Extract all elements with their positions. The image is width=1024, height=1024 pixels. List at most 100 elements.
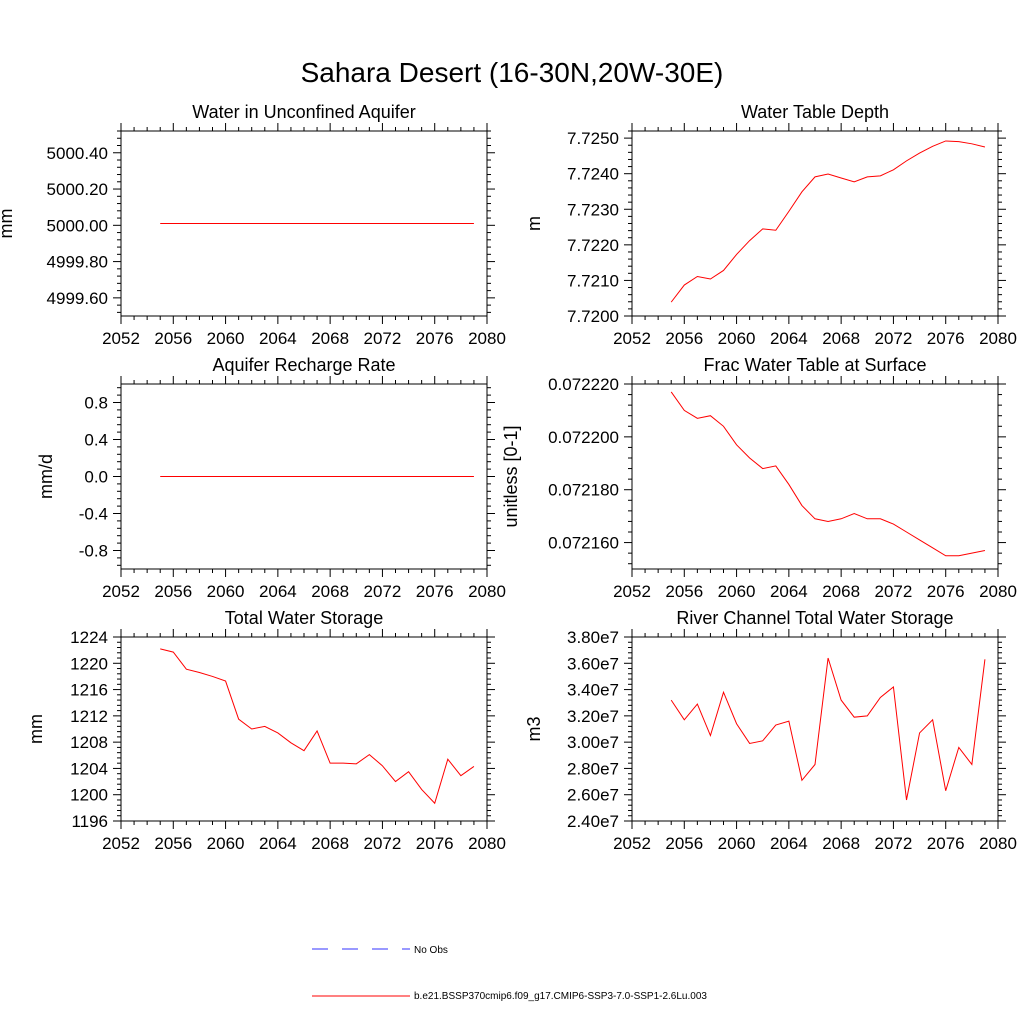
- x-tick-label: 2072: [364, 582, 402, 601]
- x-tick-label: 2060: [207, 582, 245, 601]
- x-tick-label: 2052: [102, 582, 140, 601]
- y-tick-label: 5000.20: [47, 180, 108, 199]
- x-tick-label: 2072: [875, 834, 913, 853]
- y-tick-label: 5000.40: [47, 144, 108, 163]
- y-tick-label: 0.072220: [548, 375, 619, 394]
- x-tick-label: 2052: [102, 329, 140, 348]
- x-tick-label: 2080: [979, 582, 1017, 601]
- x-tick-label: 2064: [770, 582, 808, 601]
- x-tick-label: 2056: [665, 834, 703, 853]
- y-tick-label: 1204: [70, 759, 108, 778]
- legend-label-no-obs: No Obs: [414, 945, 448, 956]
- x-tick-label: 2080: [468, 582, 506, 601]
- y-axis-label: m3: [524, 716, 544, 741]
- y-tick-label: 1196: [71, 812, 108, 831]
- x-tick-label: 2052: [102, 834, 140, 853]
- x-tick-label: 2064: [259, 834, 297, 853]
- x-tick-label: 2076: [416, 582, 454, 601]
- x-tick-label: 2052: [613, 582, 651, 601]
- y-tick-label: 7.7240: [567, 165, 619, 184]
- panels: Water in Unconfined Aquifer mm 2052 2056 206…: [0, 102, 1017, 853]
- x-tick-label: 2052: [613, 834, 651, 853]
- y-tick-label: 1212: [70, 707, 108, 726]
- y-axis-label: mm/d: [36, 454, 56, 499]
- x-tick-label: 2076: [927, 329, 965, 348]
- y-tick-label: 0.072200: [548, 428, 619, 447]
- panel-total-water-storage: Total Water Storage mm 2052 2056 2060 2064 206…: [26, 608, 506, 853]
- x-tick-label: 2056: [665, 582, 703, 601]
- y-tick-label: 0.4: [84, 431, 108, 450]
- panel-water-in-unconfined-aquifer: Water in Unconfined Aquifer mm 2052 2056 206…: [0, 102, 506, 348]
- y-tick-label: 7.7200: [567, 307, 619, 326]
- y-tick-label: 3.20e7: [567, 707, 619, 726]
- y-tick-label: 0.072160: [548, 534, 619, 553]
- x-tick-label: 2068: [311, 582, 349, 601]
- x-tick-label: 2068: [311, 834, 349, 853]
- y-axis-label: mm: [26, 714, 46, 744]
- y-tick-label: 3.80e7: [567, 628, 619, 647]
- x-tick-label: 2068: [822, 329, 860, 348]
- x-tick-label: 2064: [770, 834, 808, 853]
- series-line: [670, 657, 986, 801]
- x-tick-label: 2060: [207, 329, 245, 348]
- plot-frame: [120, 636, 488, 822]
- y-tick-label: 7.7210: [567, 271, 619, 290]
- x-tick-label: 2076: [416, 329, 454, 348]
- x-tick-label: 2060: [718, 329, 756, 348]
- panel-title: Aquifer Recharge Rate: [212, 355, 395, 375]
- y-tick-label: 1200: [70, 786, 108, 805]
- x-tick-label: 2080: [468, 834, 506, 853]
- y-tick-label: 5000.00: [47, 216, 108, 235]
- y-tick-label: 2.40e7: [567, 812, 619, 831]
- x-tick-label: 2080: [979, 834, 1017, 853]
- y-tick-label: 7.7220: [567, 236, 619, 255]
- y-tick-label: -0.8: [79, 542, 108, 561]
- y-tick-label: 4999.80: [47, 253, 108, 272]
- y-tick-label: 1220: [70, 654, 108, 673]
- y-tick-label: 7.7230: [567, 200, 619, 219]
- panel-title: Water in Unconfined Aquifer: [192, 102, 415, 122]
- panel-frac-water-table-at-surface: Frac Water Table at Surface unitless [0-1…: [501, 355, 1017, 601]
- y-tick-label: 3.40e7: [567, 681, 619, 700]
- x-tick-label: 2068: [822, 582, 860, 601]
- x-tick-label: 2060: [718, 582, 756, 601]
- x-tick-label: 2076: [927, 582, 965, 601]
- panel-title: Total Water Storage: [225, 608, 383, 628]
- plot-frame: [631, 130, 999, 317]
- x-tick-label: 2072: [875, 582, 913, 601]
- x-tick-label: 2068: [822, 834, 860, 853]
- y-tick-label: 7.7250: [567, 129, 619, 148]
- panel-title: Water Table Depth: [741, 102, 889, 122]
- series-line: [670, 140, 986, 303]
- series-line: [160, 648, 475, 805]
- x-tick-label: 2064: [259, 582, 297, 601]
- y-axis-label: mm: [0, 209, 16, 239]
- y-tick-label: 0.072180: [548, 481, 619, 500]
- x-tick-label: 2072: [875, 329, 913, 348]
- panel-water-table-depth: Water Table Depth m 2052 2056 2060 2064 2068 20…: [524, 102, 1017, 348]
- panel-river-channel-total-water-storage: River Channel Total Water Storage m3 2052 2…: [524, 608, 1017, 853]
- panel-title: River Channel Total Water Storage: [676, 608, 953, 628]
- x-tick-label: 2072: [364, 834, 402, 853]
- y-tick-label: 1224: [70, 628, 108, 647]
- x-tick-label: 2064: [259, 329, 297, 348]
- y-tick-label: -0.4: [79, 505, 108, 524]
- y-tick-label: 4999.60: [47, 289, 108, 308]
- y-tick-label: 0.8: [84, 394, 108, 413]
- x-tick-label: 2080: [979, 329, 1017, 348]
- panel-title: Frac Water Table at Surface: [703, 355, 926, 375]
- legend-label-model: b.e21.BSSP370cmip6.f09_g17.CMIP6-SSP3-7.…: [414, 991, 707, 1002]
- x-tick-label: 2056: [154, 329, 192, 348]
- y-axis-label: unitless [0-1]: [501, 425, 521, 527]
- y-tick-label: 1208: [70, 733, 108, 752]
- x-tick-label: 2060: [718, 834, 756, 853]
- panel-aquifer-recharge-rate: Aquifer Recharge Rate mm/d 2052 2056 2060 206…: [36, 355, 506, 601]
- y-tick-label: 2.60e7: [567, 786, 619, 805]
- x-tick-label: 2080: [468, 329, 506, 348]
- y-tick-label: 1216: [70, 681, 108, 700]
- series-line: [670, 391, 986, 557]
- y-axis-label: m: [524, 216, 544, 231]
- x-tick-label: 2064: [770, 329, 808, 348]
- plot-frame: [631, 636, 999, 822]
